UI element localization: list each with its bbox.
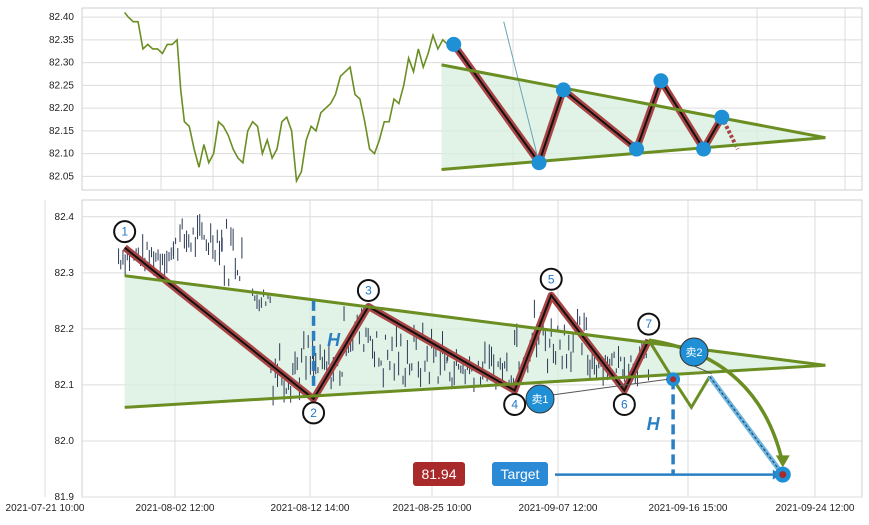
top-pattern-marker <box>714 109 730 125</box>
bottom-upper-boundary <box>124 274 826 367</box>
target-label-text: Target <box>501 466 540 482</box>
target-label-badge <box>492 462 548 486</box>
pattern-point-circle <box>113 220 137 244</box>
top-panel: 82.40 82.35 82.30 82.25 82.20 82.15 82.10 82.05 <box>49 7 863 191</box>
pattern-point-label: 2 <box>310 406 317 420</box>
bottom-xtick-label: 2021-08-02 12:00 <box>136 503 215 514</box>
pattern-point-7: 7 <box>637 312 661 336</box>
top-pattern-marker <box>555 82 571 98</box>
pattern-point-3: 3 <box>356 278 380 302</box>
top-ytick-label: 82.05 <box>49 171 74 182</box>
top-pattern-marker <box>629 141 645 157</box>
pattern-point-2: 2 <box>302 401 326 425</box>
pattern-point-label: 7 <box>645 317 652 331</box>
pattern-point-circle <box>612 393 636 417</box>
bottom-ytick-label: 81.9 <box>55 492 75 503</box>
top-pattern-marker <box>696 141 712 157</box>
top-ytick-label: 82.20 <box>49 103 74 114</box>
top-ytick-label: 82.15 <box>49 126 74 137</box>
sell2-pointer <box>691 364 712 375</box>
top-pattern-marker <box>531 155 547 171</box>
bottom-xtick-label: 2021-09-16 15:00 <box>649 503 728 514</box>
bottom-pattern-line <box>124 246 650 401</box>
pattern-point-6: 6 <box>612 393 636 417</box>
bottom-ytick-label: 82.0 <box>55 436 75 447</box>
pattern-point-circle <box>637 312 661 336</box>
top-ytick-label: 82.40 <box>49 12 74 23</box>
height-label-right: H <box>647 414 661 434</box>
target-marker-center <box>779 471 787 479</box>
pattern-point-5: 5 <box>539 267 563 291</box>
bottom-ytick-label: 82.1 <box>55 380 75 391</box>
bottom-xtick-label: 2021-08-25 10:00 <box>393 503 472 514</box>
pattern-point-circle <box>356 278 380 302</box>
target-value-badge <box>413 462 465 486</box>
top-ytick-label: 82.35 <box>49 35 74 46</box>
top-price-line <box>124 12 449 184</box>
top-connector-line <box>503 21 540 163</box>
bottom-xtick-label: 2021-09-07 12:00 <box>519 503 598 514</box>
pattern-point-circle <box>302 401 326 425</box>
height-label-left: H <box>327 330 341 350</box>
break-marker-center <box>670 376 677 383</box>
sell2-bubble <box>679 337 709 367</box>
breakdown-path <box>647 339 711 411</box>
curved-arrow <box>648 338 785 464</box>
sell1-bubble <box>525 384 555 414</box>
pattern-point-label: 4 <box>511 398 518 412</box>
pattern-point-label: 1 <box>121 225 128 239</box>
target-path <box>709 376 784 475</box>
top-triangle-fill <box>441 64 826 170</box>
bottom-ytick-label: 82.4 <box>55 212 75 223</box>
pattern-point-1: 1 <box>113 220 137 244</box>
curved-arrow-head <box>775 455 790 468</box>
sell2-label: 卖2 <box>685 346 702 359</box>
sell1-pointer <box>551 378 668 396</box>
pattern-point-label: 6 <box>621 398 628 412</box>
top-ytick-label: 82.30 <box>49 58 74 69</box>
top-ytick-label: 82.10 <box>49 149 74 160</box>
pattern-point-label: 5 <box>548 272 555 286</box>
top-pattern-marker <box>446 36 462 52</box>
pattern-point-circle <box>539 267 563 291</box>
bottom-xtick-label: 2021-07-21 10:00 <box>6 503 85 514</box>
bottom-ytick-label: 82.3 <box>55 268 75 279</box>
bottom-ytick-label: 82.2 <box>55 324 75 335</box>
pattern-point-label: 3 <box>365 283 372 297</box>
top-upper-boundary <box>441 63 826 140</box>
top-ytick-label: 82.25 <box>49 80 74 91</box>
bottom-xtick-label: 2021-08-12 14:00 <box>271 503 350 514</box>
sell1-label: 卖1 <box>531 393 548 406</box>
pattern-point-circle <box>503 393 527 417</box>
top-pattern-marker <box>653 73 669 89</box>
target-value-text: 81.94 <box>421 466 456 482</box>
bottom-xtick-label: 2021-09-24 12:00 <box>776 503 855 514</box>
pattern-point-4: 4 <box>503 393 527 417</box>
